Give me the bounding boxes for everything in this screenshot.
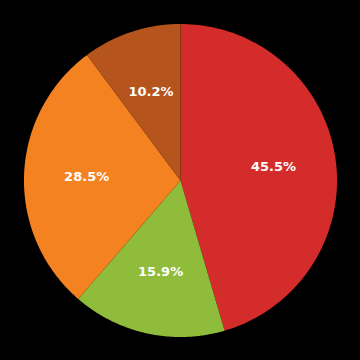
svg-text:45.5%: 45.5% (251, 159, 296, 174)
svg-text:28.5%: 28.5% (64, 169, 109, 184)
svg-text:10.2%: 10.2% (128, 84, 173, 99)
svg-text:15.9%: 15.9% (138, 264, 183, 279)
